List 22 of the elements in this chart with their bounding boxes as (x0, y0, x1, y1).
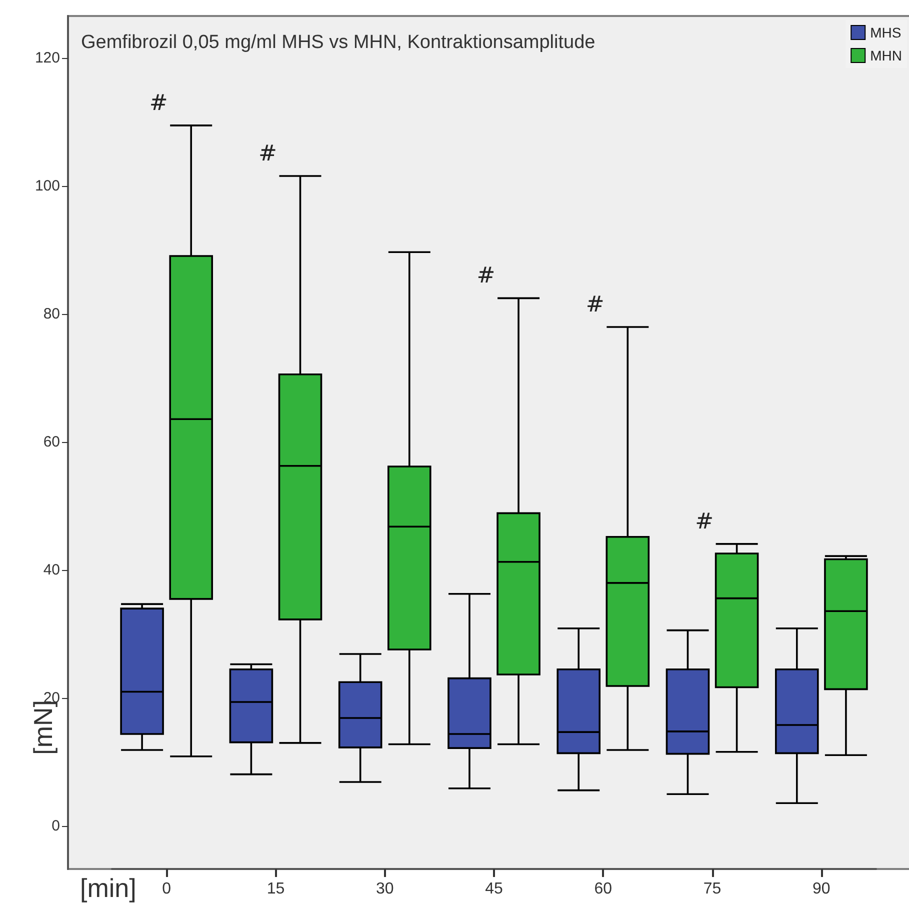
legend-label: MHN (870, 48, 902, 64)
legend-label: MHS (870, 24, 902, 40)
annotation: # (586, 292, 604, 318)
x-tick-label: 75 (703, 880, 722, 898)
annotation: # (258, 141, 277, 166)
x-axis-title: [min] (80, 873, 136, 903)
y-tick-label: 0 (52, 818, 60, 835)
x-tick-label: 45 (485, 880, 503, 898)
y-tick-label: 120 (34, 50, 60, 67)
y-tick-label: 60 (43, 434, 60, 451)
x-tick-label: 90 (812, 880, 830, 898)
x-tick-label: 0 (162, 880, 172, 898)
y-tick-label: 80 (43, 306, 60, 323)
x-tick-label: 30 (376, 880, 394, 898)
y-tick-label: 40 (43, 562, 60, 579)
x-tick-label: 15 (266, 880, 285, 898)
x-tick-label: 60 (594, 880, 612, 898)
annotation: # (476, 264, 496, 289)
annotation: # (149, 90, 168, 116)
y-tick-label: 100 (34, 178, 60, 195)
annotation: # (695, 509, 714, 534)
text: Gemfibrozil 0,05 mg/ml MHS vs MHN, Kontraktionsamplitude (81, 32, 596, 53)
